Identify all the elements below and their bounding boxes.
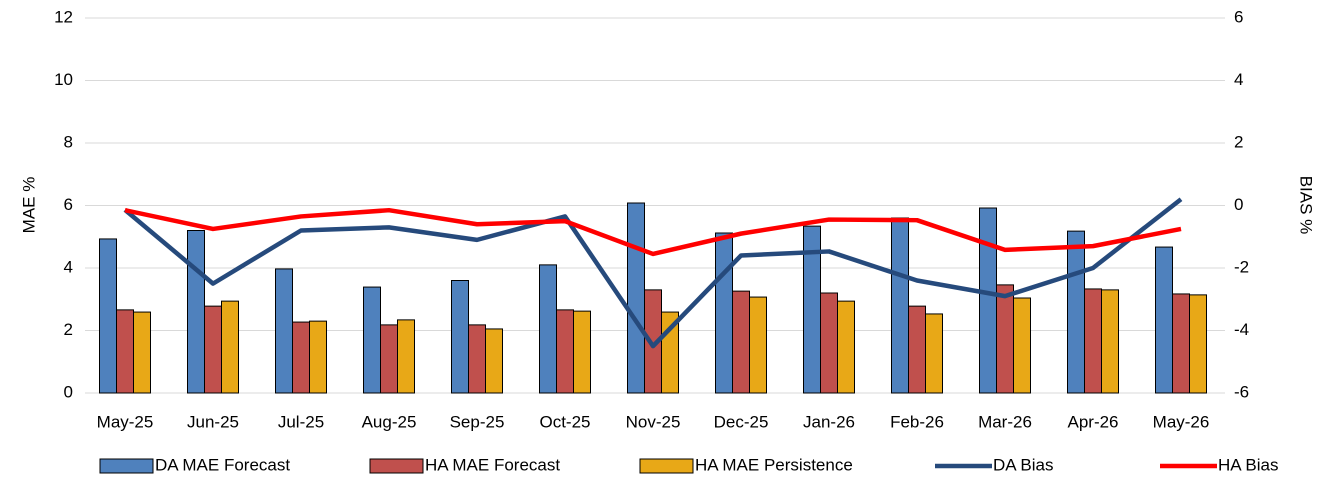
legend-label: HA MAE Persistence	[695, 455, 853, 474]
y2-tick-label: 2	[1234, 132, 1243, 151]
x-tick-label: Dec-25	[714, 412, 769, 431]
y-tick-label: 10	[54, 70, 73, 89]
bar	[820, 292, 838, 394]
x-tick-label: Aug-25	[362, 412, 417, 431]
x-tick-label: Jan-26	[803, 412, 855, 431]
legend-swatch	[369, 458, 424, 474]
bar	[485, 328, 503, 394]
bar	[204, 305, 222, 394]
y2-axis-label: BIAS %	[1297, 176, 1316, 235]
x-tick-label: May-26	[1153, 412, 1210, 431]
bar	[380, 324, 398, 394]
legend-label: HA Bias	[1218, 455, 1278, 474]
bar	[1084, 288, 1102, 394]
legend-swatch	[639, 458, 694, 474]
bar	[1067, 230, 1085, 394]
bar	[116, 309, 134, 394]
bar	[292, 321, 310, 394]
y2-tick-label: -2	[1234, 257, 1249, 276]
bar	[996, 284, 1014, 394]
x-tick-label: Feb-26	[890, 412, 944, 431]
x-tick-label: Nov-25	[626, 412, 681, 431]
line	[124, 207, 1182, 257]
bar	[451, 280, 469, 394]
bar	[891, 217, 909, 394]
legend-label: DA Bias	[993, 455, 1053, 474]
y2-tick-label: -6	[1234, 382, 1249, 401]
line	[123, 197, 1183, 349]
bar	[309, 320, 327, 394]
bar	[539, 264, 557, 394]
legend-label: HA MAE Forecast	[425, 455, 560, 474]
y2-tick-label: 4	[1234, 70, 1243, 89]
x-tick-label: Jul-25	[278, 412, 324, 431]
x-tick-label: May-25	[97, 412, 154, 431]
bar	[363, 286, 381, 394]
bar	[715, 232, 733, 394]
bar	[837, 300, 855, 394]
bar	[1155, 246, 1173, 394]
bar	[397, 319, 415, 394]
y-tick-label: 2	[64, 320, 73, 339]
x-tick-label: Oct-25	[539, 412, 590, 431]
bar	[908, 305, 926, 394]
bar	[1013, 297, 1031, 394]
bar	[187, 230, 205, 394]
y2-tick-label: -4	[1234, 320, 1249, 339]
bar	[99, 238, 117, 394]
bar	[749, 296, 767, 394]
y-tick-label: 4	[64, 257, 73, 276]
y2-tick-label: 6	[1234, 7, 1243, 26]
bar	[979, 207, 997, 394]
y-tick-label: 8	[64, 132, 73, 151]
bar	[221, 300, 239, 394]
bar	[1172, 293, 1190, 394]
x-tick-label: Apr-26	[1067, 412, 1118, 431]
bar	[925, 313, 943, 394]
bar	[732, 290, 750, 394]
bar	[627, 202, 645, 394]
x-tick-label: Jun-25	[187, 412, 239, 431]
legend-label: DA MAE Forecast	[155, 455, 290, 474]
y-tick-label: 12	[54, 7, 73, 26]
y-tick-label: 6	[64, 195, 73, 214]
x-tick-label: Sep-25	[450, 412, 505, 431]
bar	[573, 310, 591, 394]
y-tick-label: 0	[64, 382, 73, 401]
bar	[133, 311, 151, 394]
y-axis-label: MAE %	[19, 177, 38, 234]
bar	[1189, 294, 1207, 394]
legend-swatch	[99, 458, 154, 474]
bar	[1101, 289, 1119, 394]
x-tick-label: Mar-26	[978, 412, 1032, 431]
y2-tick-label: 0	[1234, 195, 1243, 214]
bar	[468, 324, 486, 394]
bar	[275, 268, 293, 394]
bar	[556, 309, 574, 394]
